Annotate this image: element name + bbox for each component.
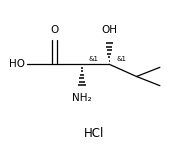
Text: &1: &1	[116, 56, 126, 62]
Text: HCl: HCl	[83, 127, 104, 140]
Text: NH₂: NH₂	[72, 93, 92, 103]
Text: OH: OH	[101, 25, 117, 35]
Text: &1: &1	[89, 56, 99, 62]
Text: O: O	[51, 25, 59, 35]
Text: HO: HO	[9, 59, 25, 69]
